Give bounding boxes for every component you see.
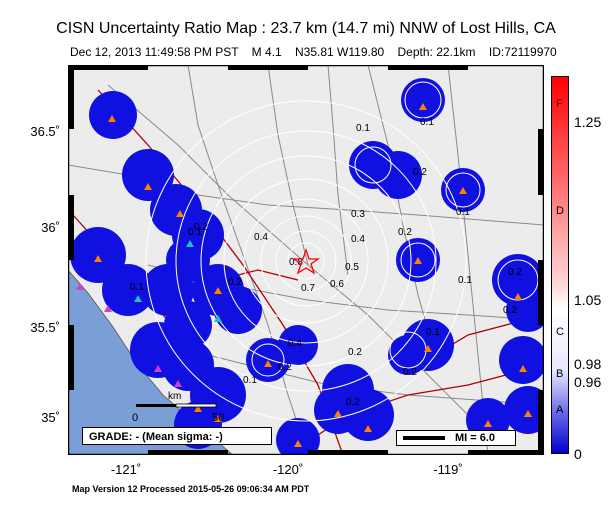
scale-unit: km <box>168 391 181 402</box>
station-marker <box>334 410 342 417</box>
station-marker <box>419 103 427 110</box>
station-marker <box>194 405 202 412</box>
grade-box: GRADE: - (Mean sigma: -) <box>82 427 272 445</box>
grade-letter: B <box>556 368 564 380</box>
station-marker <box>134 295 142 302</box>
grade-letter: C <box>556 326 564 338</box>
map-version-footer: Map Version 12 Processed 2015-05-26 09:0… <box>72 484 310 494</box>
grade-letter: F <box>556 98 563 110</box>
map-canvas: 0.1 0.1 0.1 0.2 0.2 0.2 0.3 0.4 0.5 0.6 … <box>68 65 544 455</box>
contour-label: 0.2 <box>403 367 417 378</box>
contour-label: 0.1 <box>420 117 434 128</box>
scale-zero: 0 <box>132 412 138 424</box>
contour-label: 0.4 <box>254 232 268 243</box>
contour-label: 0.4 <box>351 234 365 245</box>
color-scale-bar <box>551 76 569 454</box>
lat-label: 36.5˚ <box>30 124 60 139</box>
station-marker <box>214 287 222 294</box>
lon-label: -119˚ <box>433 462 463 477</box>
mi-bar <box>403 436 445 440</box>
epicenter-star <box>291 247 321 275</box>
contour-label: 0.1 <box>356 123 370 134</box>
station-marker <box>104 305 112 312</box>
contour-label: 0.6 <box>330 279 344 290</box>
scale-value: 0.98 <box>574 356 602 372</box>
uncertainty-contours <box>145 81 539 422</box>
contour-label: 0.3 <box>351 209 365 220</box>
station-marker <box>519 365 527 372</box>
contour-label: 0.2 <box>346 397 360 408</box>
scale-value: 0 <box>574 446 582 462</box>
contour-label: 0.2 <box>398 227 412 238</box>
contour-label: 0.1 <box>426 327 440 338</box>
station-marker <box>364 425 372 432</box>
station-marker <box>424 345 432 352</box>
station-marker <box>414 257 422 264</box>
seismic-stations <box>76 103 532 447</box>
lat-label: 36˚ <box>41 220 60 235</box>
contour-label: 0.2 <box>348 347 362 358</box>
grade-letter: D <box>556 205 564 217</box>
station-marker <box>264 360 272 367</box>
station-marker <box>108 115 116 122</box>
station-marker <box>144 183 152 190</box>
frame-ticks <box>68 65 544 455</box>
contour-label: 0.2 <box>278 362 292 373</box>
scale-value: 1.05 <box>574 292 602 308</box>
contour-label: 0.2 <box>194 222 208 233</box>
contour-label: 0.2 <box>228 277 242 288</box>
contour-label: 0.2 <box>503 305 517 316</box>
contour-label: 0.7 <box>301 283 315 294</box>
contour-labels: 0.1 0.1 0.1 0.2 0.2 0.2 0.3 0.4 0.5 0.6 … <box>130 117 522 408</box>
lon-label: -120˚ <box>272 462 304 477</box>
station-marker <box>174 380 182 387</box>
scale-value: 1.25 <box>574 114 602 130</box>
station-marker <box>154 365 162 372</box>
contour-label: 0.5 <box>345 262 359 273</box>
ocean-area <box>68 270 233 455</box>
station-marker <box>524 410 532 417</box>
distance-scale-bar: km 0 50 <box>132 391 224 424</box>
station-marker <box>294 440 302 447</box>
contour-label: 0.1 <box>188 227 202 238</box>
contour-label: 0.1 <box>458 275 472 286</box>
contour-label: 0.8 <box>289 257 303 268</box>
scale-far: 50 <box>212 412 224 424</box>
station-marker <box>514 293 522 300</box>
mi-legend: MI = 6.0 <box>396 430 516 446</box>
station-marker <box>186 240 194 247</box>
lat-label: 35˚ <box>41 410 60 425</box>
station-marker <box>176 210 184 217</box>
contour-label: 0.1 <box>243 375 257 386</box>
grade-letter: A <box>556 404 564 416</box>
mi-label: MI = 6.0 <box>455 432 496 444</box>
contour-label: 0.2 <box>413 167 427 178</box>
station-marker <box>484 420 492 427</box>
station-marker <box>214 415 222 422</box>
lon-label: -121˚ <box>110 462 142 477</box>
station-marker <box>76 283 84 290</box>
scale-value: 0.96 <box>574 374 602 390</box>
contour-label: 0.4 <box>288 338 302 349</box>
contour-label: 0.1 <box>130 282 144 293</box>
map-title: CISN Uncertainty Ratio Map : 23.7 km (14… <box>56 20 556 37</box>
contour-label: 0.2 <box>508 267 522 278</box>
station-marker <box>94 255 102 262</box>
station-marker <box>214 315 222 322</box>
contour-label: 0.1 <box>456 207 470 218</box>
lat-label: 35.5˚ <box>30 320 60 335</box>
station-marker <box>459 187 467 194</box>
event-info: Dec 12, 2013 11:49:58 PM PST M 4.1 N35.8… <box>70 45 557 59</box>
